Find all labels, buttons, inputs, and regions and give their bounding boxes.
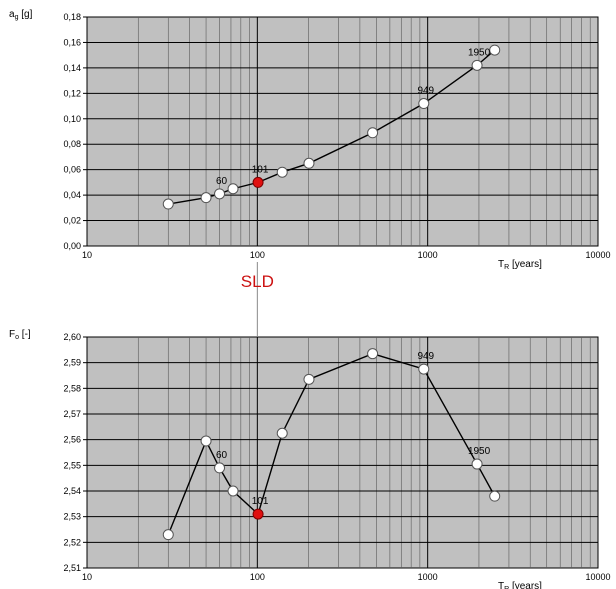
- chart1-y-axis-label: ag [g]: [9, 9, 33, 21]
- chart1-data-point: [162, 198, 174, 210]
- chart1-y-tick-label: 0,16: [63, 37, 81, 47]
- chart1-y-tick-label: 0,14: [63, 63, 81, 73]
- chart1-data-point: [367, 127, 379, 139]
- chart2-data-point: [276, 427, 288, 439]
- chart1-data-point: [418, 98, 430, 110]
- chart2-y-tick-label: 2,51: [63, 563, 81, 573]
- chart1-x-tick-label: 100: [250, 250, 265, 260]
- chart2-y-tick-label: 2,53: [63, 512, 81, 522]
- chart1-panel: 10 100 1000 10000 0,00 0,02 0,04 0,06 0,08 0,10 0,…: [9, 9, 611, 271]
- chart1-data-point: [227, 183, 239, 195]
- chart2-point-annotation: 949: [417, 351, 434, 362]
- chart2-y-axis-label: Fo [-]: [9, 329, 31, 341]
- chart1-y-tick-label: 0,06: [63, 165, 81, 175]
- chart1-plot-area: [86, 16, 599, 247]
- chart2-y-tick-label: 2,59: [63, 358, 81, 368]
- chart1-point-annotation: 60: [216, 176, 228, 187]
- chart2-y-tick-label: 2,55: [63, 460, 81, 470]
- chart2-x-tick-label: 10000: [585, 572, 610, 582]
- chart1-x-tick-label: 10: [82, 250, 92, 260]
- chart2-y-tick-label: 2,54: [63, 486, 81, 496]
- chart2-point-annotation: 1950: [468, 446, 491, 457]
- chart1-data-point: [276, 166, 288, 178]
- chart2-y-tick-label: 2,57: [63, 409, 81, 419]
- chart1-x-axis-label: TR [years]: [498, 259, 542, 271]
- chart2-data-point: [162, 529, 174, 541]
- chart2-x-tick-label: 100: [250, 572, 265, 582]
- chart2-panel: 10 100 1000 10000 2,51 2,52 2,53 2,54 2,55 2,56 2,…: [9, 329, 611, 589]
- chart2-x-tick-label: 10: [82, 572, 92, 582]
- chart2-y-tick-label: 2,58: [63, 383, 81, 393]
- chart1-y-tick-label: 0,04: [63, 190, 81, 200]
- chart1-point-annotation: 1950: [468, 47, 491, 58]
- chart1-y-tick-label: 0,02: [63, 216, 81, 226]
- chart1-data-point: [303, 157, 315, 169]
- chart2-y-tick-label: 2,56: [63, 435, 81, 445]
- chart2-data-point: [418, 363, 430, 375]
- chart1-point-annotation: 949: [417, 86, 434, 97]
- chart2-plot-area: [86, 336, 599, 569]
- chart2-highlight-point: [252, 508, 264, 520]
- chart1-data-point: [471, 59, 483, 71]
- chart2-data-point: [489, 490, 501, 502]
- chart2-data-point: [200, 435, 212, 447]
- chart2-x-axis-label: TR [years]: [498, 581, 542, 589]
- chart1-y-tick-label: 0,10: [63, 114, 81, 124]
- chart1-x-tick-label: 1000: [418, 250, 438, 260]
- chart2-x-tick-label: 1000: [418, 572, 438, 582]
- chart1-data-point: [200, 192, 212, 204]
- chart1-y-tick-label: 0,00: [63, 241, 81, 251]
- chart1-data-point: [489, 44, 501, 56]
- chart1-y-tick-label: 0,18: [63, 12, 81, 22]
- chart2-data-point: [367, 348, 379, 360]
- chart2-data-point: [303, 373, 315, 385]
- chart1-y-tick-label: 0,12: [63, 88, 81, 98]
- chart2-point-annotation: 60: [216, 450, 228, 461]
- chart2-y-tick-label: 2,60: [63, 332, 81, 342]
- chart1-x-tick-label: 10000: [585, 250, 610, 260]
- chart1-y-tick-label: 0,08: [63, 139, 81, 149]
- chart2-point-annotation: 101: [252, 496, 269, 507]
- chart1-highlight-point: [252, 176, 264, 188]
- chart1-data-point: [214, 188, 226, 200]
- chart1-point-annotation: 101: [252, 164, 269, 175]
- chart2-data-point: [214, 462, 226, 474]
- chart2-data-point: [227, 485, 239, 497]
- sld-label: SLD: [241, 272, 274, 291]
- chart2-y-tick-label: 2,52: [63, 537, 81, 547]
- chart2-data-point: [471, 458, 483, 470]
